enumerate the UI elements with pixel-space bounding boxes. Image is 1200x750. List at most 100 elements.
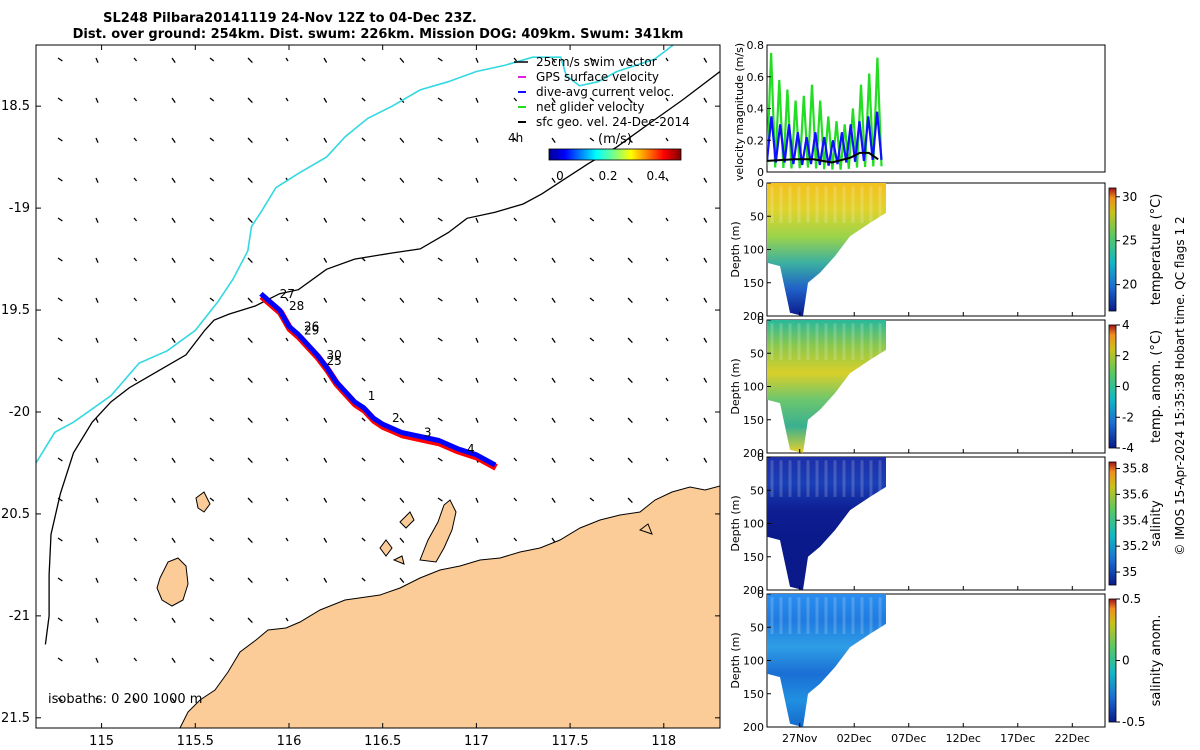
section-salinity: 0 50 100 150 200 Depth (m) 35.8 35.6 35.4 35.2 35 s… — [729, 451, 1164, 597]
swim-vector — [627, 497, 633, 504]
sfc-geo-velocity-line — [767, 151, 879, 164]
map-xtick-label: 116.5 — [364, 734, 401, 749]
swim-vector — [361, 577, 366, 582]
swim-vector — [551, 457, 556, 463]
swim-vector — [133, 417, 138, 422]
swim-vector — [95, 697, 99, 703]
swim-vector — [475, 257, 479, 263]
swim-vector — [323, 217, 328, 223]
swim-vector — [589, 217, 595, 222]
swim-vector — [209, 617, 215, 622]
swim-vector — [665, 257, 669, 262]
swim-vector — [589, 297, 595, 302]
swim-vector — [665, 57, 669, 62]
swim-vector — [171, 177, 176, 183]
map-ytick-label: -19 — [9, 201, 30, 216]
swim-vector — [57, 697, 63, 702]
map-xtick-label: 115.5 — [177, 734, 214, 749]
swim-vector — [57, 257, 63, 262]
swim-vector — [627, 217, 633, 224]
swim-vector — [95, 497, 99, 503]
isobath-1000m — [36, 45, 674, 464]
swim-vector — [551, 297, 556, 303]
swim-vector — [513, 417, 518, 422]
swim-vector — [171, 97, 176, 103]
section-ylabel: Depth (m) — [729, 358, 742, 414]
swim-vector — [323, 97, 328, 103]
swim-vector — [589, 177, 595, 182]
swim-vector — [399, 57, 405, 64]
section-colorbar — [1108, 598, 1117, 723]
swim-vector — [95, 177, 99, 183]
swim-vector — [665, 137, 669, 142]
swim-vector — [285, 457, 289, 462]
day-label-4: 4 — [467, 442, 475, 456]
swim-vector — [209, 577, 215, 582]
legend-item-dive-avg: dive-avg current veloc. — [536, 85, 674, 99]
swim-vector — [703, 297, 708, 303]
swim-vector — [209, 137, 215, 142]
swim-vector — [285, 377, 289, 382]
colorbar-tick-label: 2 — [1122, 349, 1130, 363]
glider-track-dive-avg — [259, 291, 497, 468]
day-label-26: 26 — [304, 319, 319, 333]
day-label-2: 2 — [392, 411, 400, 425]
swim-vector — [209, 417, 215, 422]
swim-vector — [627, 97, 633, 104]
land-island-barrow — [156, 557, 189, 607]
map-ytick-label: 20.5 — [1, 507, 30, 522]
swim-vector — [399, 297, 405, 304]
swim-vector — [57, 417, 63, 422]
swim-vector — [513, 337, 518, 342]
swim-vector — [247, 377, 253, 384]
map-legend: 25cm/s swim vector GPS surface velocity … — [514, 55, 690, 129]
day-label-30: 30 — [326, 348, 341, 362]
section-ylabel: Depth (m) — [729, 221, 742, 277]
swim-vector — [513, 177, 518, 182]
map-ytick-label: -21 — [9, 609, 30, 624]
swim-vector — [323, 537, 328, 543]
map-xtick-label: 116 — [277, 734, 302, 749]
colorbar-tick-label: 0 — [1122, 380, 1130, 394]
swim-vector — [627, 377, 633, 384]
swim-vector — [361, 337, 366, 342]
swim-vector — [95, 57, 99, 63]
swim-vector — [323, 57, 328, 63]
swim-vector — [247, 617, 253, 624]
section-ytick-label: 0 — [757, 588, 764, 601]
swim-vector — [437, 457, 443, 462]
swim-vector — [133, 297, 138, 302]
swim-vector — [133, 97, 138, 102]
section-xtick-label: 07Dec — [891, 732, 926, 745]
colorbar-tick-label: 35 — [1122, 565, 1137, 579]
section-ytick-label: 0 — [757, 451, 764, 464]
swim-vector — [285, 97, 289, 102]
section-colorbar — [1108, 461, 1117, 586]
swim-vector — [627, 57, 633, 64]
swim-vector — [399, 177, 405, 184]
swim-vector — [57, 137, 63, 142]
colorbar-tick-label: -2 — [1122, 410, 1134, 424]
swim-vector — [171, 257, 176, 263]
swim-vector — [551, 257, 556, 263]
swim-vector — [627, 417, 633, 424]
swim-vector — [437, 497, 443, 502]
swim-vector — [209, 377, 215, 382]
colorbar-tick-label: 35.6 — [1122, 487, 1149, 501]
swim-vector — [57, 297, 63, 302]
swim-vector — [171, 657, 176, 663]
map-ytick-label: 21.5 — [1, 711, 30, 726]
section-colorbar-label: salinity — [1149, 500, 1164, 547]
swim-vector — [323, 297, 328, 303]
colorbar-tick-label: -0.5 — [1122, 715, 1145, 729]
section-ytick-label: 100 — [743, 518, 764, 531]
section-salinity-anomaly: 0 50 100 150 200 Depth (m) 0.5 0 -0.5 salinity an… — [729, 588, 1164, 734]
swim-vector — [665, 417, 669, 422]
swim-vector — [399, 257, 405, 264]
section-ytick-label: 50 — [750, 621, 764, 634]
swim-vector — [285, 617, 289, 622]
swim-vector — [57, 377, 63, 382]
swim-vector — [247, 297, 253, 304]
swim-vector — [551, 377, 556, 383]
swim-vector — [475, 57, 479, 63]
